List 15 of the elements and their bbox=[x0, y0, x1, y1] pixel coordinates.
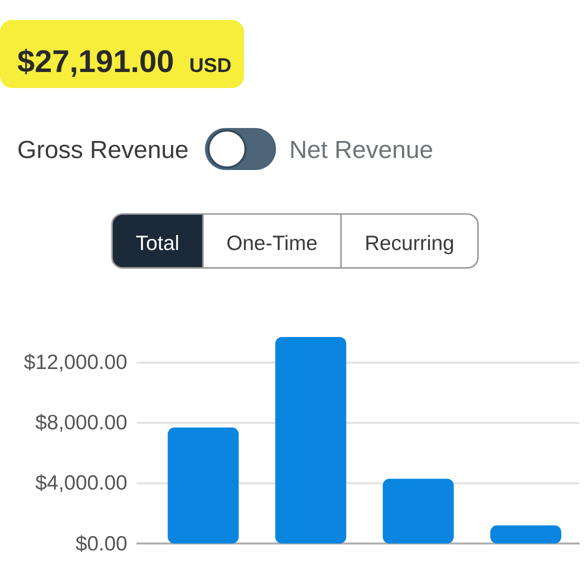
bar bbox=[275, 336, 346, 544]
y-tick-label: $0.00 bbox=[76, 535, 126, 552]
text: Recurring bbox=[366, 235, 453, 254]
text: One-Time bbox=[227, 235, 317, 250]
chart-title: $27,191.00 bbox=[18, 48, 173, 77]
y-tick-label: $12,000.00 bbox=[24, 354, 126, 372]
bar bbox=[168, 427, 239, 544]
bar bbox=[382, 478, 454, 544]
chart-subtitle: USD bbox=[190, 58, 231, 72]
y-tick-label: $4,000.00 bbox=[36, 474, 126, 492]
text: Gross Revenue bbox=[18, 140, 188, 158]
bar bbox=[490, 525, 562, 544]
text: Total bbox=[136, 235, 178, 250]
text: Net Revenue bbox=[291, 141, 432, 158]
y-tick-label: $8,000.00 bbox=[36, 414, 126, 432]
